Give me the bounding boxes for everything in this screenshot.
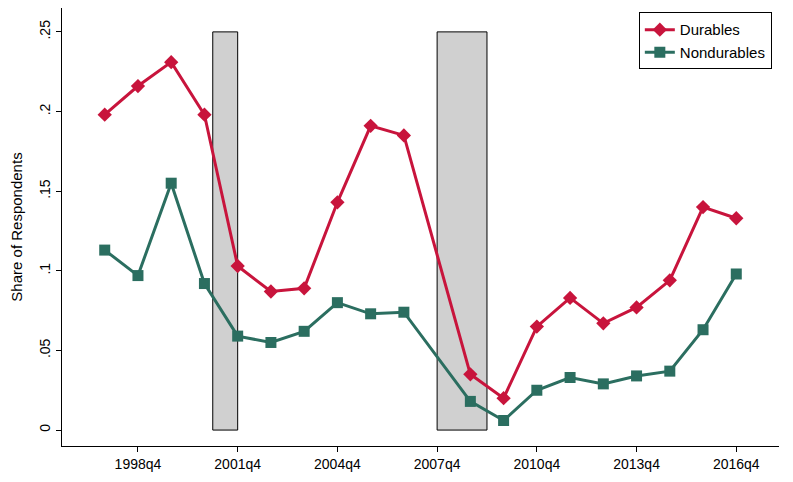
- svg-text:2010q4: 2010q4: [513, 456, 560, 472]
- svg-text:.25: .25: [37, 20, 53, 40]
- svg-text:2004q4: 2004q4: [314, 456, 361, 472]
- svg-text:.1: .1: [37, 263, 53, 275]
- svg-text:2016q4: 2016q4: [713, 456, 760, 472]
- svg-text:Durables: Durables: [680, 21, 740, 38]
- svg-text:2013q4: 2013q4: [613, 456, 660, 472]
- svg-text:Share of Respondents: Share of Respondents: [8, 152, 25, 301]
- svg-text:2007q4: 2007q4: [414, 456, 461, 472]
- svg-text:Nondurables: Nondurables: [680, 44, 765, 61]
- svg-text:.2: .2: [37, 103, 53, 115]
- svg-text:1998q4: 1998q4: [115, 456, 162, 472]
- svg-text:.05: .05: [37, 338, 53, 358]
- svg-text:0: 0: [37, 424, 53, 432]
- svg-text:2001q4: 2001q4: [214, 456, 261, 472]
- svg-text:.15: .15: [37, 179, 53, 199]
